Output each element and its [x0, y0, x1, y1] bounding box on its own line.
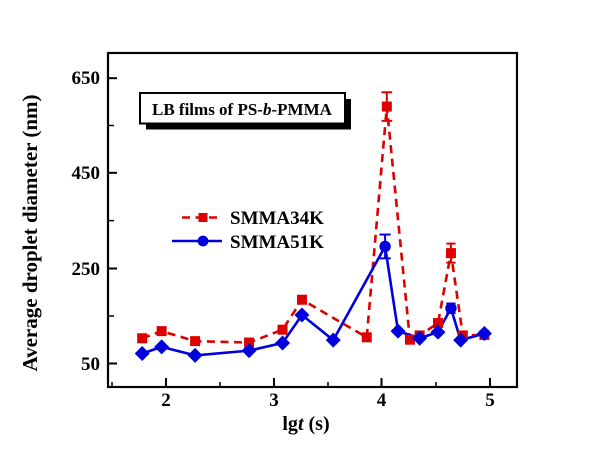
svg-text:lgt (s): lgt (s)	[282, 413, 329, 435]
svg-text:50: 50	[81, 354, 100, 375]
svg-text:2: 2	[161, 390, 171, 411]
svg-text:3: 3	[269, 390, 279, 411]
svg-text:Average droplet diameter (nm): Average droplet diameter (nm)	[18, 94, 42, 371]
svg-text:4: 4	[377, 390, 387, 411]
svg-text:250: 250	[72, 259, 101, 280]
svg-text:450: 450	[72, 163, 101, 184]
svg-text:LB films of PS-b-PMMA: LB films of PS-b-PMMA	[152, 100, 333, 119]
svg-text:SMMA51K: SMMA51K	[230, 232, 324, 253]
svg-text:SMMA34K: SMMA34K	[230, 208, 324, 229]
svg-text:5: 5	[485, 390, 495, 411]
svg-text:650: 650	[72, 68, 101, 89]
